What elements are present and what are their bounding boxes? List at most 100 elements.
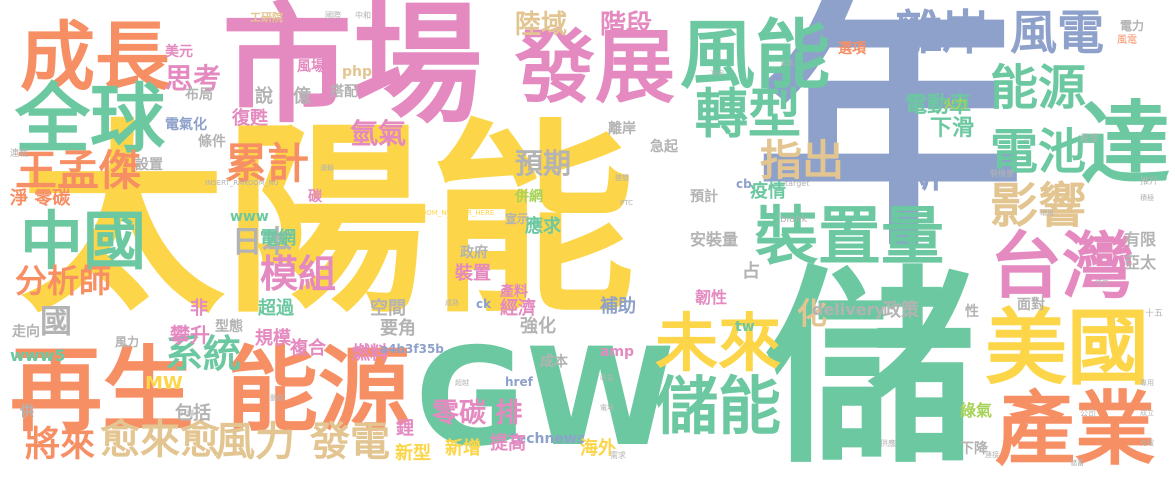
word-meiguo: 美國: [985, 301, 1150, 396]
word-fengdian2: 風電: [1117, 35, 1137, 46]
word-yuji: 預計: [690, 189, 718, 205]
word-bingwang: 併網: [515, 189, 543, 205]
word-chuxu: 儲蓄: [1070, 459, 1084, 467]
word-yaojiao: 要角: [380, 318, 416, 339]
word-jingji: 經濟: [500, 298, 536, 319]
word-chuneng: 儲能: [655, 370, 781, 443]
word-guoji: 國際: [325, 11, 341, 20]
word-kongjian: 空間: [370, 298, 406, 319]
word-fengdian: 風電: [1010, 6, 1104, 61]
word-meiyuan: 美元: [165, 44, 193, 60]
word-haiwai: 海外: [580, 438, 616, 459]
word-fenxishi: 分析師: [15, 262, 112, 300]
word-taiyangneng: 太陽能: [20, 103, 635, 341]
word-riben: 日本: [232, 225, 292, 260]
word-fei: 非: [190, 298, 208, 319]
word-shezhi: 設置: [135, 157, 163, 173]
word-fengli: 風力: [215, 419, 295, 465]
word-zhuangzhi: 裝置: [455, 263, 491, 284]
word-yiqing: 疫情: [750, 181, 786, 202]
word-dianqihua: 電氣化: [165, 117, 207, 133]
word-target: target: [785, 179, 810, 188]
word-www5: www5: [10, 346, 66, 365]
word-zhengce: 政策: [883, 300, 919, 321]
word-tigao: 提高: [490, 433, 526, 454]
word-chengshu: 成熟: [445, 299, 459, 307]
word-lian: 離岸: [895, 6, 989, 61]
word-fengneng: 風能: [680, 11, 831, 99]
word-dapei: 搭配: [330, 84, 358, 100]
word-lvqi: 綠氣: [960, 401, 993, 420]
word-insert1: INSERT_RANDOM_NU: [205, 179, 279, 187]
word-fuhe: 複合: [290, 338, 326, 359]
word-shichang: 市場: [222, 0, 483, 141]
word-yuqi: 預期: [515, 147, 572, 180]
word-jiqi: 急起: [650, 139, 678, 155]
word-renxing: 韌性: [695, 288, 728, 307]
word-technews: technews: [510, 431, 586, 447]
word-zhuangjiliang: 裝機量: [990, 169, 1014, 178]
word-shuo: 說: [255, 86, 273, 107]
word-zhengfu: 政府: [460, 245, 488, 261]
word-mianduo: 面對: [1017, 297, 1045, 313]
word-lingjian: 領先: [1095, 279, 1109, 287]
word-taiwan: 台灣: [990, 224, 1135, 308]
word-xin: 新: [905, 152, 944, 196]
word-zaisheng: 再生: [10, 337, 195, 444]
word-fadian: 發電: [310, 419, 390, 465]
word-shouyi: 收益: [600, 374, 614, 382]
word-leiji: 累計: [225, 139, 310, 188]
word-huoli: 火力: [943, 97, 968, 111]
word-nian: 年: [755, 0, 1025, 282]
word-yunshu: 運輸: [320, 164, 334, 172]
word-qingqi: 氫氣: [350, 117, 407, 150]
word-gongsi: 公司: [1080, 409, 1096, 418]
word-yingqiu: 應求: [525, 216, 561, 237]
word-tan: 碳: [308, 189, 322, 205]
word-dianchi: 電池: [990, 124, 1087, 180]
word-fazhan: 發展: [515, 21, 675, 114]
word-chengli: 成立: [1140, 409, 1154, 417]
word-chaoyue: 超越: [455, 379, 469, 387]
word-jingzheng: 淨 零碳: [10, 188, 71, 209]
word-xuqiu: 需求: [610, 451, 626, 460]
word-zhichu: 指出: [760, 136, 845, 185]
word-href: href: [505, 375, 533, 389]
word-yatai: 亞太: [1124, 253, 1157, 272]
word-gongyanyuan: 工研院: [250, 11, 283, 24]
word-chanye: 產業: [995, 383, 1155, 476]
word-lingtan_pai: 零碳 排: [432, 398, 523, 429]
word-mw: MW: [145, 373, 183, 394]
word-tiaojian: 條件: [198, 134, 226, 150]
word-gongying: 供應: [880, 439, 896, 448]
word-mozu: 模組: [260, 252, 337, 296]
word-jingli: 經理: [1080, 134, 1099, 144]
word-shiwu: 十五: [1145, 309, 1164, 319]
word-chanliang: 產料: [500, 284, 528, 300]
word-amp: amp: [600, 344, 635, 360]
word-guimo: 規模: [255, 328, 291, 349]
word-insert2: INSERT_RANDOM_NUMBER_HERE: [378, 209, 495, 217]
word-fengchang: 風場: [297, 59, 325, 75]
word-gong: 供: [20, 404, 34, 420]
word-da: 達: [1080, 92, 1170, 197]
word-youxian: 有限: [1124, 230, 1157, 249]
word-zhonghe: 中和: [355, 11, 371, 20]
word-sikao: 思考: [165, 62, 222, 95]
word-dianchang: 電場: [600, 404, 614, 412]
word-www: www: [230, 209, 269, 225]
word-zhuangzhiliang: 裝置量: [755, 200, 944, 273]
word-jieduan: 階段: [600, 10, 653, 40]
word-blank: _blank: [775, 214, 808, 225]
word-lian2: 離岸: [608, 121, 636, 137]
word-tuijie: 推升: [1140, 177, 1159, 187]
word-luyu: 陸域: [515, 10, 568, 40]
word-delivery: delivery: [812, 300, 885, 319]
word-zhengti: 整體: [615, 174, 629, 182]
word-chengben: 成本: [540, 354, 568, 370]
word-tw: tw: [735, 319, 755, 335]
word-qianghua: 強化: [520, 316, 556, 337]
word-dongneng: 動能: [270, 394, 284, 402]
word-buju: 布局: [185, 87, 213, 103]
word-jijiao: 積極: [1140, 194, 1154, 202]
